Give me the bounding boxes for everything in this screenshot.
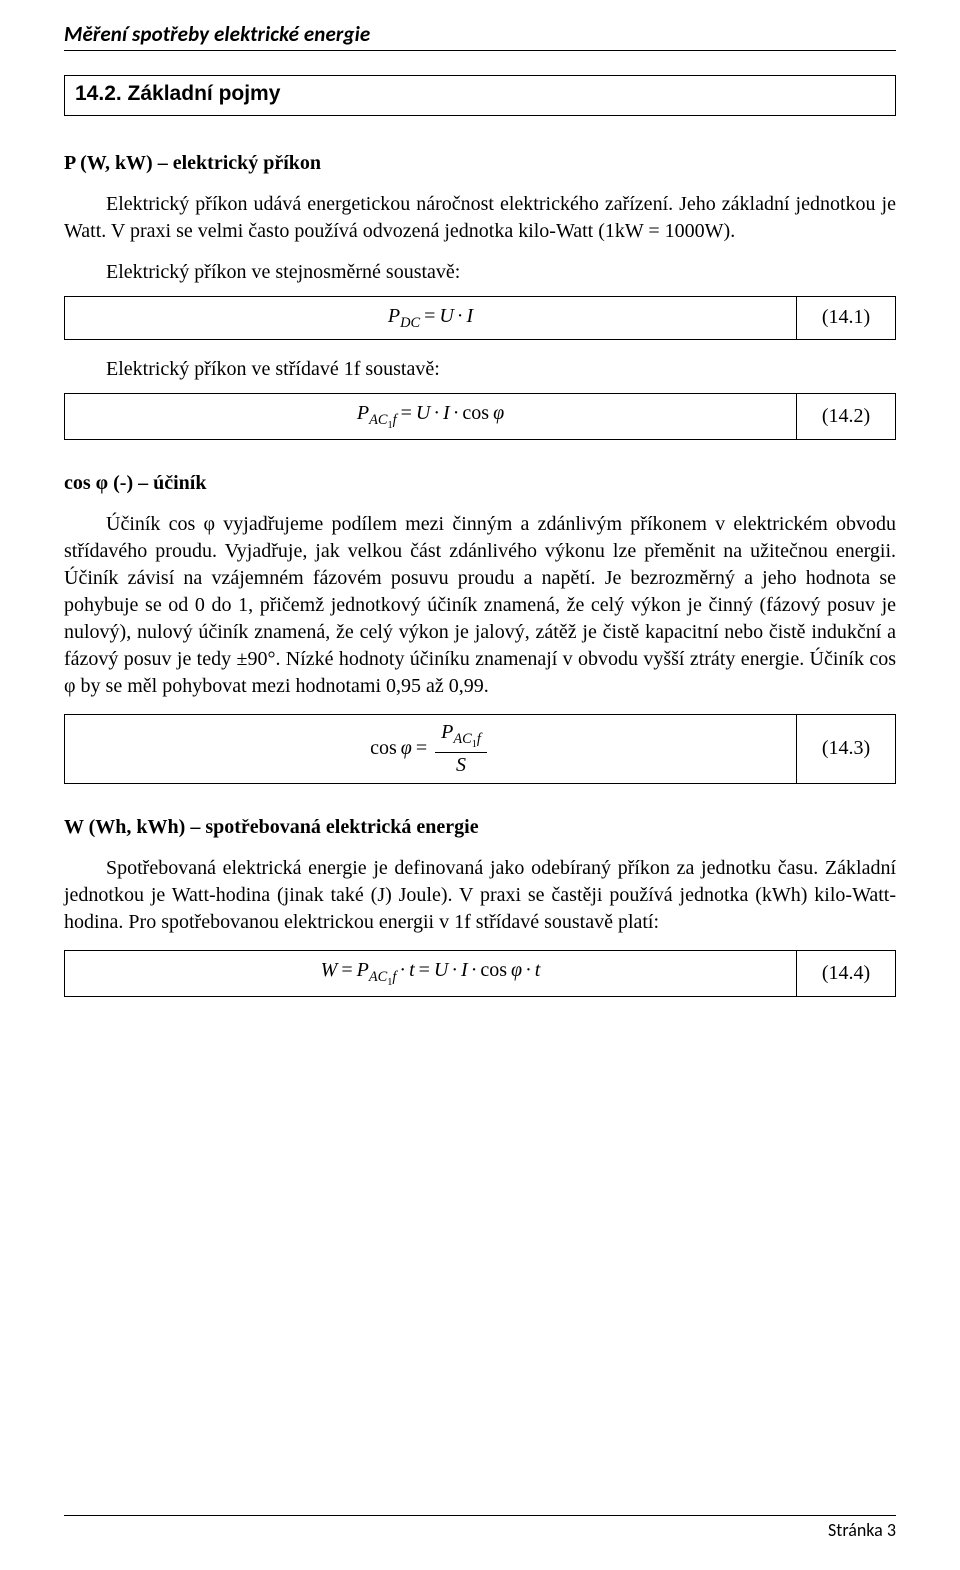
page-footer: Stránka 3 <box>64 1515 896 1542</box>
equation-row: W=PAC1f·t=U·I·cos φ·t (14.4) <box>64 950 896 997</box>
term-heading-p: P (W, kW) – elektrický příkon <box>64 150 896 177</box>
equation-row: PDC=U·I (14.1) <box>64 296 896 340</box>
running-title: Měření spotřeby elektrické energie <box>64 20 896 51</box>
equation-number: (14.2) <box>797 394 896 440</box>
term-heading-w: W (Wh, kWh) – spotřebovaná elektrická en… <box>64 814 896 841</box>
term-heading-cosphi: cos φ (-) – účiník <box>64 470 896 497</box>
paragraph: Účiník cos φ vyjadřujeme podílem mezi či… <box>64 511 896 700</box>
equation: PAC1f=U·I·cos φ <box>65 394 797 440</box>
equation: PDC=U·I <box>65 296 797 339</box>
section-heading-box: 14.2. Základní pojmy <box>64 75 896 115</box>
equation-lead: Elektrický příkon ve střídavé 1f soustav… <box>64 356 896 383</box>
equation-number: (14.1) <box>797 296 896 339</box>
section-heading: 14.2. Základní pojmy <box>75 82 280 105</box>
paragraph: Elektrický příkon udává energetickou nár… <box>64 191 896 245</box>
equation-row: PAC1f=U·I·cos φ (14.2) <box>64 393 896 440</box>
paragraph: Spotřebovaná elektrická energie je defin… <box>64 855 896 936</box>
equation-number: (14.3) <box>797 715 896 784</box>
equation: W=PAC1f·t=U·I·cos φ·t <box>65 950 797 996</box>
equation-number: (14.4) <box>797 950 896 996</box>
equation-row: cos φ=PAC1fS (14.3) <box>64 714 896 784</box>
equation: cos φ=PAC1fS <box>65 715 797 784</box>
equation-lead: Elektrický příkon ve stejnosměrné sousta… <box>64 259 896 286</box>
page: Měření spotřeby elektrické energie 14.2.… <box>0 0 960 1570</box>
